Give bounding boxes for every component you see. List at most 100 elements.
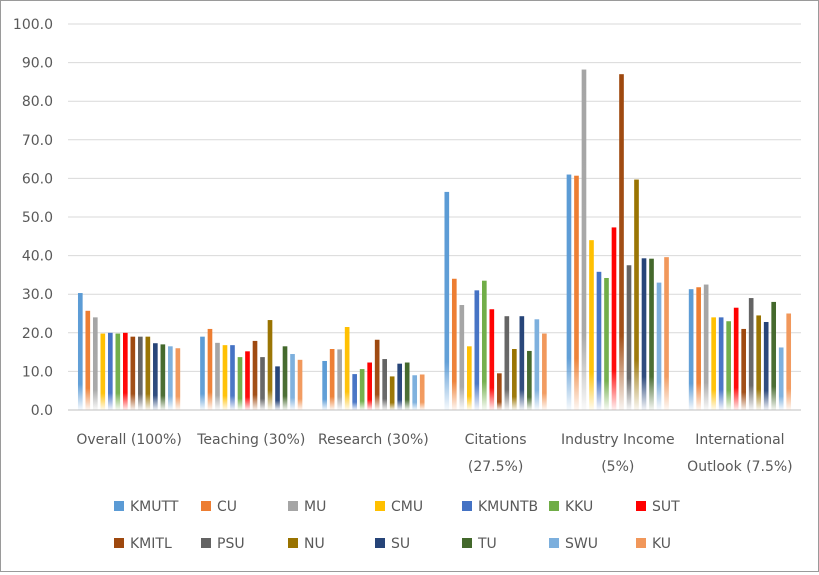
bar-psu-3 [504, 316, 510, 410]
bar-kku-5 [726, 321, 731, 410]
bar-swu-4 [656, 282, 662, 410]
bar-kmutt-5 [688, 289, 694, 410]
bar-kmuntb-5 [718, 317, 724, 410]
y-tick-label: 70.0 [22, 133, 53, 149]
bar-cu-0 [85, 310, 91, 410]
legend-swatch-cu [201, 501, 211, 511]
bar-mu-1 [215, 342, 220, 410]
bar-kmuntb-0 [108, 332, 113, 410]
bar-su-3 [519, 316, 525, 410]
legend-label-nu: NU [304, 536, 325, 552]
bar-psu-1 [260, 357, 265, 410]
bar-cu-2 [329, 349, 335, 410]
bar-nu-1 [267, 320, 273, 410]
x-category-label: (5%) [601, 459, 634, 475]
bar-sut-0 [123, 332, 128, 410]
bar-tu-2 [404, 362, 410, 410]
legend-label-cu: CU [217, 499, 237, 515]
bar-nu-4 [634, 179, 639, 410]
bar-mu-0 [92, 317, 98, 410]
bar-tu-3 [527, 350, 532, 410]
legend-swatch-kmuntb [462, 501, 472, 511]
bar-kmitl-2 [374, 339, 380, 410]
bar-kku-0 [115, 333, 121, 410]
bar-cu-4 [574, 175, 579, 410]
bar-kmitl-5 [741, 328, 746, 410]
bars [77, 69, 792, 411]
bar-sut-1 [245, 351, 250, 410]
bar-mu-2 [337, 349, 342, 410]
bar-kmuntb-3 [474, 290, 480, 410]
legend-swatch-psu [201, 538, 211, 548]
bar-cmu-1 [222, 345, 228, 410]
legend-label-kku: KKU [565, 499, 593, 515]
legend-label-tu: TU [477, 536, 497, 552]
bar-psu-2 [382, 359, 387, 410]
bar-tu-4 [649, 258, 654, 410]
bar-sut-5 [733, 307, 739, 410]
bar-sut-2 [367, 362, 372, 410]
x-category-label: Outlook (7.5%) [687, 459, 792, 475]
bar-kmutt-3 [444, 191, 450, 410]
x-category-label: Industry Income [561, 432, 675, 448]
bar-psu-4 [626, 265, 632, 410]
legend-swatch-kmitl [114, 538, 124, 548]
legend-swatch-swu [549, 538, 559, 548]
bar-psu-0 [138, 336, 143, 410]
bar-kmutt-2 [322, 360, 327, 410]
bar-ku-2 [419, 374, 425, 410]
bar-tu-1 [282, 346, 288, 410]
bar-kku-2 [359, 369, 365, 410]
legend: KMUTT CU MU CMU KMUNTB KKU SUT KMITL PSU NU SU TU SW… [114, 499, 680, 552]
bar-kmitl-1 [252, 340, 258, 410]
bar-nu-2 [389, 376, 395, 410]
bar-ku-4 [664, 257, 669, 410]
gridlines [68, 23, 801, 411]
bar-cmu-0 [100, 333, 106, 410]
bar-mu-4 [581, 69, 587, 411]
legend-label-kmutt: KMUTT [130, 499, 179, 515]
bar-kmutt-0 [77, 293, 83, 410]
legend-swatch-su [375, 538, 385, 548]
x-category-label: Research (30%) [318, 432, 429, 448]
bar-tu-0 [160, 344, 166, 410]
legend-label-ku: KU [652, 536, 671, 552]
x-category-label: Teaching (30%) [196, 432, 305, 448]
bar-cmu-2 [344, 327, 350, 410]
bar-tu-5 [771, 301, 777, 410]
bar-kku-1 [237, 357, 243, 410]
bar-cu-1 [207, 328, 213, 410]
y-axis-labels: 0.0 10.0 20.0 30.0 40.0 50.0 60.0 70.0 80.0 90.0 1… [13, 17, 53, 419]
bar-kmuntb-2 [352, 374, 357, 410]
bar-su-1 [275, 366, 280, 410]
bar-cu-5 [696, 287, 701, 410]
bar-cmu-3 [466, 346, 472, 410]
legend-swatch-cmu [375, 501, 385, 511]
y-tick-label: 0.0 [31, 403, 53, 419]
bar-mu-3 [459, 305, 465, 410]
legend-swatch-sut [636, 501, 646, 511]
legend-label-su: SU [391, 536, 410, 552]
y-tick-label: 90.0 [22, 56, 53, 72]
legend-label-psu: PSU [217, 536, 245, 552]
y-tick-label: 30.0 [22, 287, 53, 303]
bar-kmuntb-4 [596, 271, 602, 410]
bar-kku-4 [604, 277, 609, 410]
bar-swu-3 [534, 319, 540, 410]
legend-swatch-kku [549, 501, 559, 511]
y-tick-label: 10.0 [22, 364, 53, 380]
bar-kmitl-3 [497, 373, 502, 410]
bar-nu-3 [512, 349, 517, 410]
x-category-label: (27.5%) [468, 459, 523, 475]
bar-ku-1 [297, 359, 303, 410]
bar-kmutt-4 [566, 174, 572, 410]
bar-swu-1 [290, 354, 295, 410]
x-category-label: International [695, 432, 784, 448]
bar-cu-3 [451, 278, 457, 410]
legend-label-kmuntb: KMUNTB [478, 499, 538, 515]
bar-kmuntb-1 [230, 345, 235, 410]
bar-nu-0 [145, 336, 151, 410]
bar-sut-3 [489, 309, 495, 410]
